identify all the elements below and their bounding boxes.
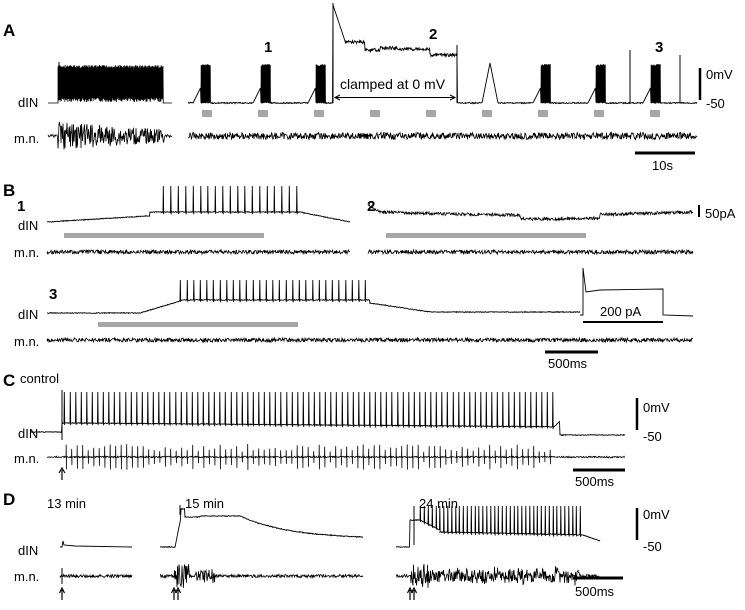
panel-d-13min-din-trace: [60, 540, 133, 548]
panel-b-scale-current: 50pA: [705, 206, 736, 221]
stimulus-bar: [426, 110, 436, 117]
time-label-15min: 15 min: [185, 496, 225, 511]
stimulus-bar: [594, 110, 604, 117]
panel-d-15min-mn-trace: [159, 564, 364, 588]
panel-b2-mn-trace: [367, 248, 694, 256]
panel-b1-din-trace: [46, 185, 351, 223]
panel-b3-din-label: dIN: [18, 307, 39, 322]
stimulus-bar: [202, 110, 212, 117]
panel-b2-current-trace: [367, 203, 694, 222]
stimulus-arrow-icon: [410, 586, 418, 600]
panel-b1-mn-label: m.n.: [14, 245, 40, 260]
panel-b1-din-label: dIN: [18, 218, 39, 233]
panel-c-scale-time: 500ms: [575, 474, 615, 489]
step-current-label: 200 pA: [600, 304, 642, 319]
panel-a-mn-trace-control: [47, 122, 173, 150]
panel-a-scale-minus50: -50: [706, 96, 725, 111]
panel-d-24min-mn-trace: [395, 564, 601, 588]
panel-d-scale-0mv: 0mV: [643, 507, 670, 522]
panel-a-label: A: [3, 21, 16, 40]
stimulus-bar: [64, 233, 264, 238]
panel-d-15min-din-trace: [159, 507, 363, 549]
panel-d-scale-time: 500ms: [575, 584, 615, 599]
stimulus-bar: [370, 110, 380, 117]
stimulus-bar: [482, 110, 492, 117]
stimulus-bar: [314, 110, 324, 117]
stimulus-arrow-icon: [58, 586, 66, 600]
panel-b-episode-1: 1: [17, 198, 26, 215]
clamp-annotation: clamped at 0 mV: [340, 76, 446, 92]
condition-label: control: [20, 371, 60, 386]
panel-d-13min-mn-trace: [59, 573, 133, 579]
stimulus-bar: [258, 110, 268, 117]
stimulus-arrow-icon: [58, 466, 66, 480]
stimulus-arrow-icon: [174, 586, 182, 600]
time-label-13min: 13 min: [47, 496, 87, 511]
panel-b-episode-2: 2: [367, 198, 376, 215]
panel-b-episode-3: 3: [49, 286, 58, 303]
panel-a-mn-label: m.n.: [14, 131, 40, 146]
panel-d-scale-minus50: -50: [643, 539, 662, 554]
panel-d-24min-din-trace: [395, 505, 601, 548]
panel-c-din-label: dIN: [18, 426, 39, 441]
panel-c-mn-label: m.n.: [14, 451, 40, 466]
stimulus-bar: [538, 110, 548, 117]
stimulus-bar: [386, 233, 586, 238]
panel-a-mn-trace: [187, 131, 698, 141]
panel-a-episode-2: 2: [429, 26, 438, 43]
panel-a-din-trace: [187, 4, 698, 105]
panel-c-label: C: [3, 371, 16, 390]
panel-c-din-trace: [29, 391, 626, 437]
panel-a-episode-3: 3: [655, 39, 664, 56]
panel-c-scale-minus50: -50: [643, 429, 662, 444]
panel-a-scale-time: 10s: [652, 158, 673, 173]
panel-b3-mn-trace: [46, 336, 694, 344]
panel-b3-din-trace: [46, 279, 581, 315]
panel-a-scale-0mv: 0mV: [706, 67, 733, 82]
panel-c-scale-0mv: 0mV: [643, 400, 670, 415]
panel-a-din-trace-control: [48, 64, 172, 104]
panel-b1-mn-trace: [46, 248, 351, 256]
panel-d-din-label: dIN: [18, 543, 39, 558]
panel-b-label: B: [3, 181, 16, 200]
stimulus-arrow-icon: [170, 586, 178, 600]
stimulus-bar: [98, 322, 298, 327]
panel-b-scale-time: 500ms: [548, 356, 588, 371]
stimulus-bar: [650, 110, 660, 117]
panel-d-mn-label: m.n.: [14, 569, 40, 584]
panel-a-din-label: dIN: [18, 95, 39, 110]
panel-c-mn-trace: [46, 443, 625, 471]
panel-a-episode-1: 1: [264, 39, 273, 56]
panel-b3-mn-label: m.n.: [14, 334, 40, 349]
panel-b3-step-response: [580, 267, 694, 317]
stimulus-arrow-icon: [406, 586, 414, 600]
panel-d-label: D: [3, 490, 16, 509]
time-label-24min: 24 min: [419, 496, 459, 511]
